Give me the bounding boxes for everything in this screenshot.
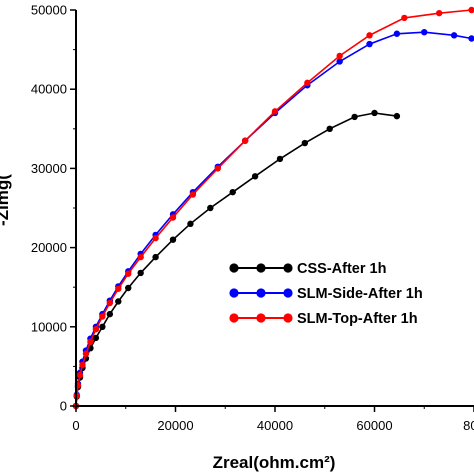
data-point	[229, 188, 236, 196]
data-point	[137, 269, 144, 277]
data-point	[336, 52, 343, 60]
data-point	[421, 28, 428, 36]
series-line	[75, 31, 472, 407]
data-point	[115, 285, 122, 292]
legend-label: CSS-After 1h	[297, 261, 386, 277]
x-tick-label: 40000	[257, 418, 293, 433]
data-point	[125, 270, 132, 277]
legend-marker	[283, 288, 293, 298]
legend-marker	[256, 313, 266, 323]
data-point	[271, 108, 279, 115]
series-1	[72, 109, 401, 410]
data-point	[371, 109, 378, 117]
data-point	[92, 334, 100, 342]
y-tick-label: 30000	[31, 161, 67, 176]
data-point	[241, 137, 249, 144]
y-tick-label: 0	[60, 399, 67, 414]
legend-label: SLM-Top-After 1h	[297, 311, 418, 327]
data-point	[468, 35, 474, 42]
data-point	[401, 14, 408, 22]
data-point	[99, 313, 106, 320]
data-point	[450, 32, 458, 39]
data-point	[351, 113, 358, 121]
y-tick-label: 20000	[31, 240, 67, 255]
legend-item: SLM-Top-After 1h	[229, 311, 418, 327]
legend-marker	[229, 263, 239, 273]
axes-layer: 0 10000 20000 30000 40000 50000 0 20000 40000 600…	[31, 3, 474, 433]
data-point	[92, 325, 100, 333]
x-tick-label: 60000	[356, 418, 392, 433]
data-point	[393, 112, 401, 120]
legend-marker	[229, 313, 239, 323]
series-3	[72, 6, 474, 410]
x-tick-label: 0	[72, 418, 79, 433]
y-axis-title: -Zimg(	[0, 174, 12, 226]
legend-marker	[229, 288, 239, 298]
x-tick-label: 20000	[157, 418, 193, 433]
data-point	[82, 350, 90, 357]
data-point	[115, 298, 122, 305]
data-point	[76, 371, 84, 379]
data-point	[207, 204, 214, 212]
legend-item: SLM-Side-After 1h	[229, 286, 423, 302]
data-point	[87, 338, 94, 346]
data-point	[326, 125, 333, 132]
legend-marker	[283, 263, 293, 273]
data-point	[214, 165, 221, 172]
legend-marker	[256, 263, 266, 273]
data-point	[137, 253, 144, 261]
data-point	[276, 155, 284, 163]
data-point	[79, 361, 86, 369]
x-axis-title: Zreal(ohm.cm²)	[213, 453, 336, 472]
data-point	[435, 9, 443, 17]
data-point	[366, 32, 373, 39]
legend: CSS-After 1h SLM-Side-After 1h SLM-Top-Aft…	[229, 261, 423, 327]
series-line	[75, 112, 398, 407]
legend-label: SLM-Side-After 1h	[297, 286, 423, 302]
data-point	[169, 214, 177, 221]
legend-item: CSS-After 1h	[229, 261, 386, 277]
data-point	[187, 220, 194, 228]
y-tick-label: 50000	[31, 3, 67, 18]
data-point	[304, 79, 311, 87]
data-point	[366, 40, 373, 48]
legend-marker	[283, 313, 293, 323]
y-tick-label: 40000	[31, 82, 67, 97]
data-point	[169, 236, 177, 243]
data-point	[152, 234, 159, 242]
data-point	[106, 299, 114, 307]
legend-marker	[256, 288, 266, 298]
x-tick-label: 800	[463, 418, 474, 433]
data-point	[251, 173, 259, 180]
data-point	[125, 284, 132, 292]
data-point	[301, 139, 309, 147]
data-point	[336, 58, 343, 65]
data-point	[152, 253, 159, 261]
series-2	[72, 28, 474, 410]
series-line	[75, 9, 472, 407]
data-point	[189, 191, 197, 198]
data-point	[393, 30, 401, 37]
data-point	[99, 323, 106, 330]
data-point	[106, 310, 114, 318]
y-tick-label: 10000	[31, 319, 67, 334]
series-layer	[72, 6, 474, 410]
data-point	[468, 6, 474, 14]
